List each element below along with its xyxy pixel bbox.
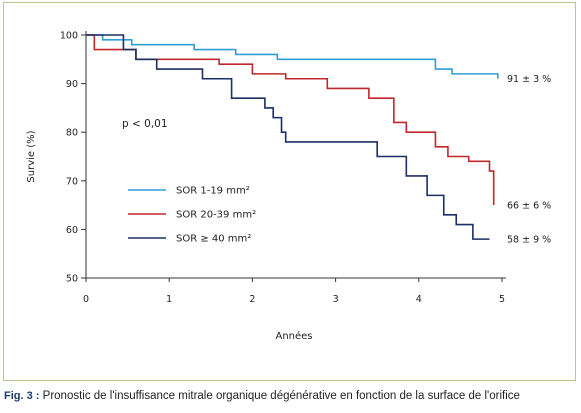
x-tick-label: 3 (333, 294, 339, 305)
x-tick-label: 4 (416, 294, 422, 305)
x-tick-label: 1 (166, 294, 172, 305)
figure-caption: Fig. 3 : Pronostic de l'insuffisance mit… (4, 390, 579, 402)
caption-label: Fig. 3 : (4, 390, 40, 402)
labels-layer: Années Survie (%) p < 0,01 91 ± 3 % 66 ± 6 %… (26, 74, 551, 342)
x-axis-title: Années (275, 330, 312, 342)
legend-label-1: SOR 1-19 mm² (176, 186, 250, 197)
caption-text: Pronostic de l'insuffisance mitrale orga… (42, 390, 520, 402)
y-tick-label: 70 (66, 176, 78, 187)
survival-chart: 50 60 70 80 90 100 0 1 2 3 4 5 Années Survie (%) p < … (26, 31, 551, 343)
series-end-label-2: 66 ± 6 % (507, 201, 551, 212)
series-layer (86, 34, 499, 240)
y-tick-label: 90 (66, 79, 78, 90)
legend-label-2: SOR 20-39 mm² (176, 210, 256, 221)
y-tick-label: 60 (66, 225, 78, 236)
series-line-3 (86, 34, 490, 240)
x-tick-label: 2 (249, 294, 255, 305)
p-value-annotation: p < 0,01 (122, 118, 168, 130)
x-tick-label: 0 (83, 294, 89, 305)
y-tick-label: 80 (66, 128, 78, 139)
series-end-label-1: 91 ± 3 % (507, 74, 551, 85)
chart-frame: 50 60 70 80 90 100 0 1 2 3 4 5 Années Survie (%) p < … (3, 2, 576, 381)
y-tick-label: 50 (66, 274, 78, 285)
x-tick-label: 5 (499, 294, 505, 305)
y-axis-title: Survie (%) (26, 130, 37, 182)
series-line-2 (86, 34, 495, 206)
chart-legend: SOR 1-19 mm² SOR 20-39 mm² SOR ≥ 40 mm² (128, 186, 256, 245)
y-tick-label: 100 (60, 31, 78, 42)
series-line-1 (86, 34, 499, 79)
legend-label-3: SOR ≥ 40 mm² (176, 234, 251, 245)
series-end-label-3: 58 ± 9 % (507, 235, 551, 246)
chart-axes: 50 60 70 80 90 100 0 1 2 3 4 5 (60, 31, 506, 305)
